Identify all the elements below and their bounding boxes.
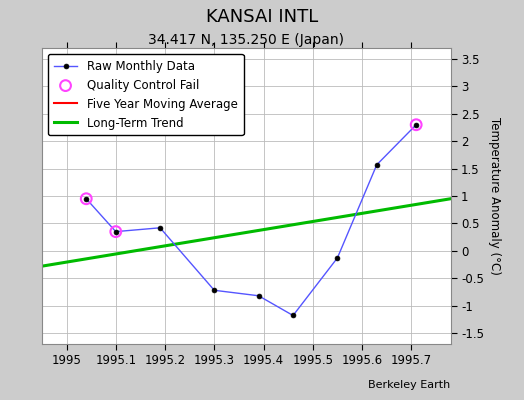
Title: 34.417 N, 135.250 E (Japan): 34.417 N, 135.250 E (Japan) [148, 33, 344, 47]
Text: Berkeley Earth: Berkeley Earth [368, 380, 451, 390]
Raw Monthly Data [290, 313, 296, 318]
Raw Monthly Data [157, 225, 163, 230]
Raw Monthly Data [255, 293, 261, 298]
Raw Monthly Data [334, 256, 341, 260]
Text: KANSAI INTL: KANSAI INTL [206, 8, 318, 26]
Raw Monthly Data [83, 196, 90, 201]
Quality Control Fail [412, 122, 420, 128]
Line: Raw Monthly Data: Raw Monthly Data [84, 122, 419, 318]
Quality Control Fail [82, 196, 91, 202]
Raw Monthly Data [374, 162, 380, 167]
Raw Monthly Data [413, 122, 419, 127]
Legend: Raw Monthly Data, Quality Control Fail, Five Year Moving Average, Long-Term Tren: Raw Monthly Data, Quality Control Fail, … [48, 54, 244, 136]
Raw Monthly Data [113, 229, 119, 234]
Quality Control Fail [112, 228, 120, 235]
Y-axis label: Temperature Anomaly (°C): Temperature Anomaly (°C) [488, 117, 501, 275]
Raw Monthly Data [211, 288, 217, 293]
